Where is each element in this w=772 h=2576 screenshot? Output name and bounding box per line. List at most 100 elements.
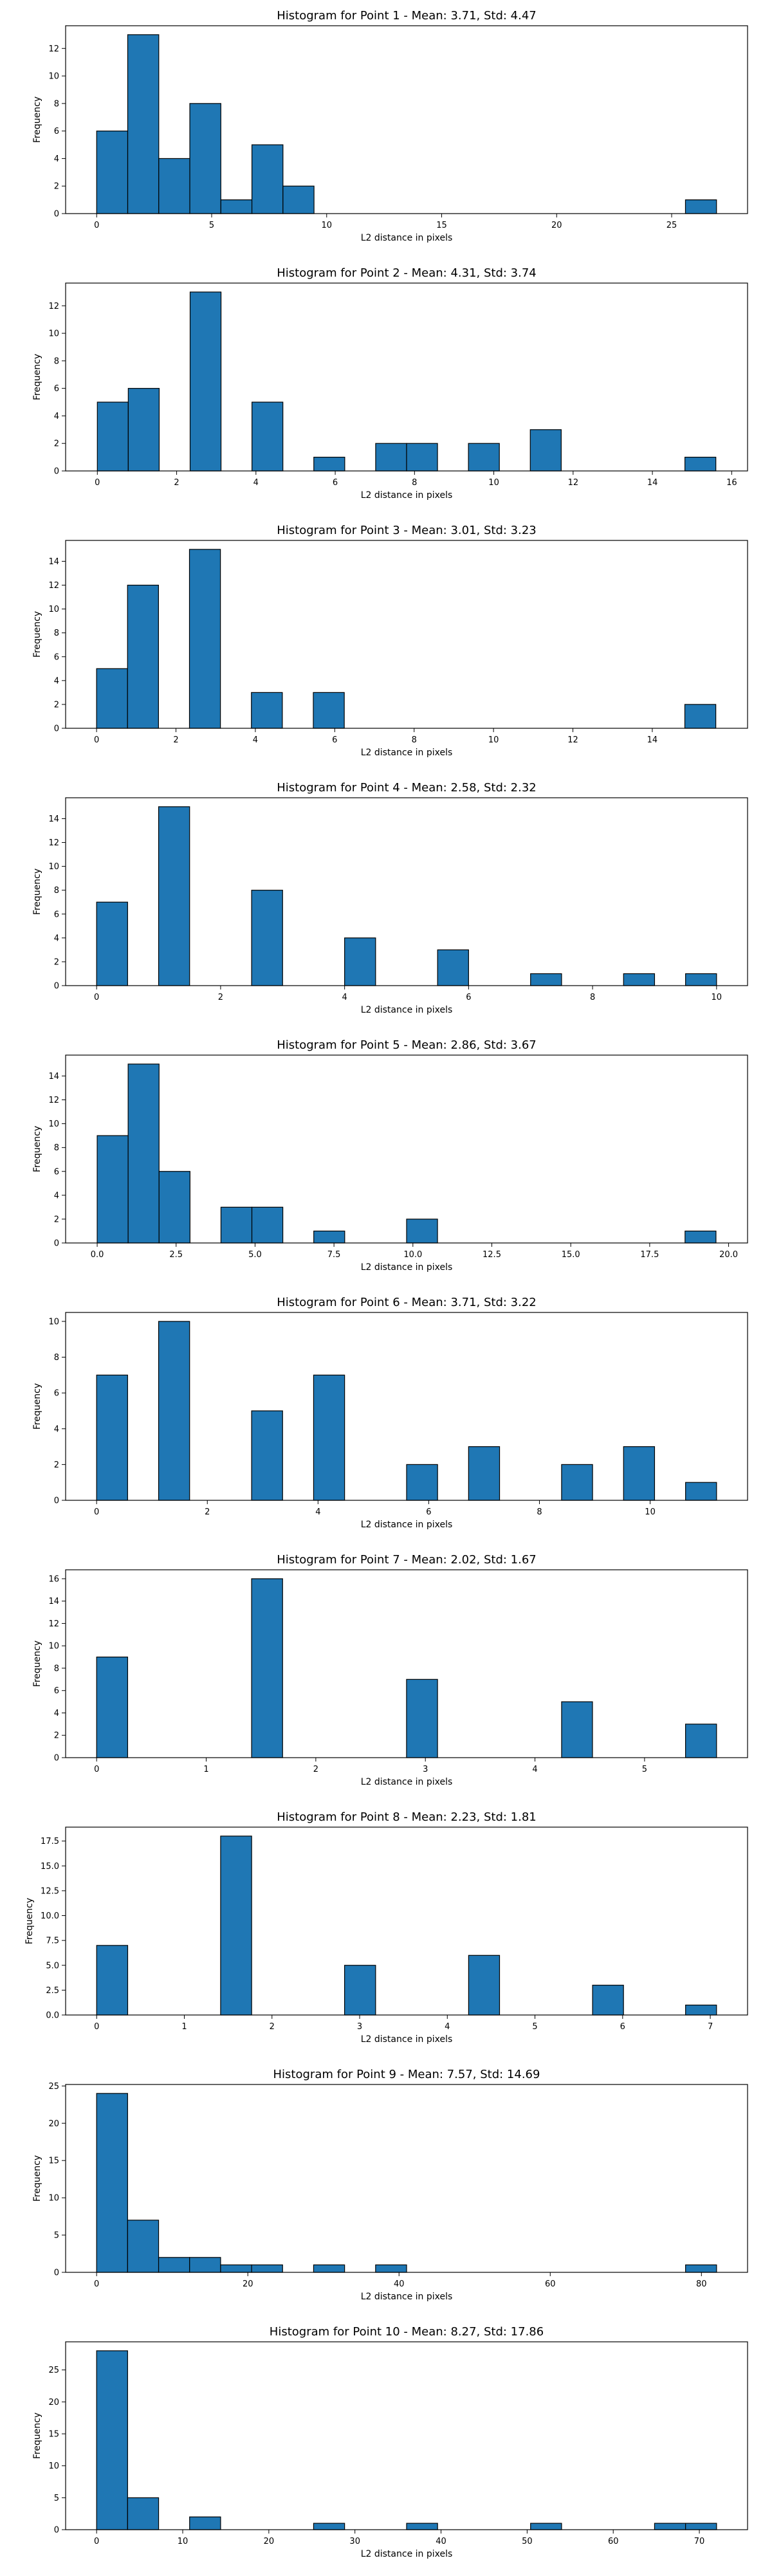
x-tick-label: 10: [488, 735, 499, 745]
y-tick-label: 8: [54, 886, 59, 896]
histogram-bar: [344, 937, 376, 986]
chart-title: Histogram for Point 6 - Mean: 3.71, Std:…: [277, 1296, 537, 1309]
chart-title: Histogram for Point 4 - Mean: 2.58, Std:…: [277, 781, 537, 795]
histogram-bar: [375, 443, 407, 472]
x-tick-label: 60: [545, 2279, 556, 2289]
histogram-bar: [623, 1446, 656, 1501]
y-tick-label: 15: [48, 2430, 59, 2440]
x-tick-label: 50: [522, 2537, 533, 2546]
histogram-bar: [623, 973, 656, 986]
x-axis-label: L2 distance in pixels: [361, 2292, 453, 2302]
y-tick-label: 0: [54, 1239, 59, 1249]
histogram-bar: [251, 2264, 283, 2273]
y-tick-label: 25: [48, 2366, 59, 2375]
histogram-bar: [251, 692, 283, 729]
x-tick-label: 6: [620, 2022, 625, 2032]
histogram-bar: [220, 2264, 252, 2273]
y-tick-label: 8: [54, 1143, 59, 1153]
histogram-bar: [406, 1219, 438, 1244]
x-tick-label: 20: [551, 221, 562, 230]
histogram-bar: [468, 1446, 501, 1501]
x-tick-label: 2: [270, 2022, 275, 2032]
y-tick-label: 10: [48, 1317, 59, 1327]
x-tick-label: 5: [532, 2022, 537, 2032]
histogram-bar: [406, 2523, 438, 2530]
x-tick-label: 2: [218, 993, 223, 1002]
chart-title: Histogram for Point 8 - Mean: 2.23, Std:…: [277, 1810, 537, 1824]
histogram-bar: [313, 1374, 345, 1501]
x-tick-label: 0: [94, 2022, 99, 2032]
y-tick-label: 2: [54, 957, 59, 967]
y-tick-label: 17.5: [41, 1837, 59, 1846]
histogram-bar: [685, 457, 717, 472]
x-tick-label: 2: [313, 1765, 318, 1774]
histogram-bar: [127, 584, 159, 729]
histogram-bar: [251, 144, 284, 214]
y-tick-label: 12: [48, 581, 59, 591]
x-axis-label: L2 distance in pixels: [361, 233, 453, 243]
y-tick-label: 10: [48, 2461, 59, 2471]
x-tick-label: 12: [567, 735, 578, 745]
histogram-bar: [158, 806, 190, 986]
y-tick-label: 0: [54, 1754, 59, 1763]
y-tick-label: 6: [54, 1686, 59, 1696]
chart-title: Histogram for Point 10 - Mean: 8.27, Std…: [270, 2325, 544, 2339]
x-tick-label: 4: [315, 1507, 320, 1517]
axes-frame: [65, 797, 748, 986]
histogram-bar: [530, 973, 562, 986]
x-tick-label: 5: [642, 1765, 647, 1774]
x-tick-label: 20: [243, 2279, 253, 2289]
y-axis-label: Frequency: [32, 97, 42, 143]
y-tick-label: 2.5: [46, 1986, 59, 1996]
x-tick-label: 20.0: [719, 1250, 738, 1260]
x-tick-label: 0: [94, 993, 99, 1002]
y-axis-label: Frequency: [32, 2155, 42, 2202]
histogram-bar: [220, 1835, 252, 2016]
histogram-bar: [252, 401, 284, 472]
histogram-bar: [685, 1482, 717, 1501]
x-tick-label: 4: [532, 1765, 537, 1774]
x-tick-label: 0: [94, 221, 99, 230]
histogram-bar: [189, 2257, 221, 2273]
x-tick-label: 8: [590, 993, 595, 1002]
y-tick-label: 6: [54, 1167, 59, 1177]
y-tick-label: 0: [54, 2268, 59, 2278]
y-tick-label: 10: [48, 605, 59, 614]
x-tick-label: 40: [394, 2279, 405, 2289]
x-tick-label: 15: [436, 221, 447, 230]
y-axis-label: Frequency: [32, 1641, 42, 1687]
y-tick-label: 4: [54, 412, 59, 421]
x-tick-label: 6: [333, 478, 338, 488]
x-tick-label: 70: [694, 2537, 705, 2546]
x-tick-label: 10: [712, 993, 722, 1002]
axes-frame: [65, 25, 748, 214]
axes-frame: [65, 540, 748, 729]
x-tick-label: 16: [726, 478, 737, 488]
y-tick-label: 6: [54, 384, 59, 394]
y-tick-label: 5.0: [46, 1961, 59, 1971]
x-tick-label: 6: [466, 993, 471, 1002]
x-tick-label: 4: [342, 993, 347, 1002]
x-tick-label: 3: [423, 1765, 428, 1774]
y-tick-label: 0: [54, 467, 59, 477]
histogram-panel-10: Histogram for Point 10 - Mean: 8.27, Std…: [32, 2325, 748, 2559]
histogram-bar: [344, 1965, 376, 2016]
x-tick-label: 7: [708, 2022, 713, 2032]
histogram-bar: [220, 1206, 253, 1244]
histogram-bar: [251, 1410, 283, 1501]
histogram-bar: [468, 443, 500, 472]
x-tick-label: 0: [94, 2279, 99, 2289]
y-axis-label: Frequency: [32, 354, 42, 400]
y-axis-label: Frequency: [32, 2413, 42, 2459]
x-axis-label: L2 distance in pixels: [361, 2549, 453, 2559]
y-tick-label: 10: [48, 1642, 59, 1651]
histogram-bar: [685, 1230, 717, 1244]
histogram-bar: [158, 158, 190, 214]
axes-frame: [65, 1054, 748, 1244]
histogram-bar: [685, 973, 717, 986]
x-tick-label: 0: [95, 478, 100, 488]
histogram-bar: [158, 2257, 190, 2273]
chart-title: Histogram for Point 3 - Mean: 3.01, Std:…: [277, 524, 537, 537]
y-tick-label: 8: [54, 99, 59, 109]
